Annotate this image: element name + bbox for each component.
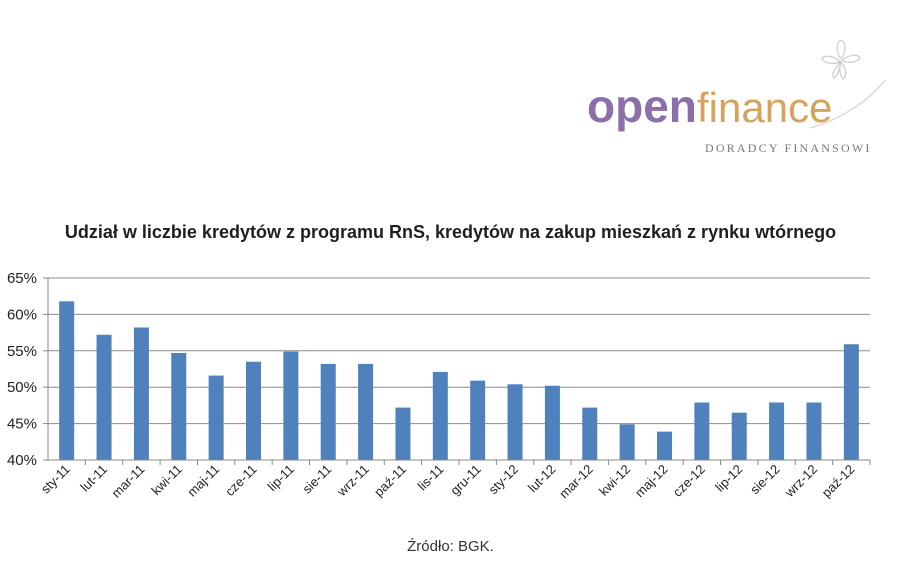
bar (769, 402, 785, 460)
source-note: Źródło: BGK. (407, 538, 494, 555)
chart-title: Udział w liczbie kredytów z programu RnS… (64, 222, 837, 242)
bar (619, 424, 635, 460)
x-tick-label: mar-12 (556, 462, 596, 502)
x-tick-label: gru-11 (447, 462, 484, 499)
bar (507, 384, 523, 460)
x-tick-label: wrz-12 (781, 462, 820, 501)
logo-tagline: DORADCY FINANSOWI (705, 141, 872, 155)
bar (320, 363, 336, 460)
x-tick-label: kwi-12 (596, 462, 633, 499)
x-tick-label: sie-12 (747, 462, 783, 498)
x-tick-label: maj-12 (632, 462, 671, 501)
bar (59, 301, 75, 460)
bar (171, 352, 187, 460)
x-tick-label: lut-11 (77, 462, 110, 495)
y-tick-label: 45% (7, 416, 37, 433)
x-tick-label: sty-12 (486, 462, 522, 498)
logo-brand-finance: finance (697, 84, 832, 131)
x-tick-label: cze-12 (670, 462, 708, 500)
x-tick-label: lut-12 (525, 462, 559, 496)
x-tick-label: paź-12 (819, 462, 858, 501)
x-tick-label: sie-11 (299, 462, 334, 497)
bar (582, 407, 598, 460)
x-tick-label: mar-11 (108, 462, 147, 501)
x-tick-label: lip-12 (712, 462, 745, 495)
y-tick-label: 50% (7, 379, 37, 396)
bar (395, 407, 411, 460)
bar (246, 361, 261, 460)
open-finance-logo: open finance DORADCY FINANSOWI (587, 40, 886, 155)
x-tick-label: sty-11 (38, 462, 73, 497)
x-tick-label: wrz-11 (333, 462, 371, 500)
x-tick-label: maj-11 (184, 462, 222, 500)
bar (432, 371, 448, 460)
y-tick-label: 55% (7, 343, 37, 360)
y-tick-label: 40% (7, 452, 37, 469)
bar (358, 363, 374, 460)
bar (806, 402, 822, 460)
x-tick-label: cze-11 (222, 462, 260, 500)
y-tick-label: 65% (7, 270, 37, 287)
logo-brand-open: open (587, 80, 697, 132)
bar (694, 402, 710, 460)
bar (208, 375, 224, 460)
bar (96, 334, 112, 460)
y-tick-label: 60% (7, 306, 37, 323)
x-tick-label: lip-11 (265, 462, 297, 494)
bar (657, 431, 672, 460)
x-tick-label: kwi-11 (148, 462, 184, 498)
x-tick-label: paź-11 (371, 462, 409, 500)
bar (843, 344, 859, 460)
bar (133, 327, 149, 460)
bar (544, 385, 560, 460)
bar (731, 412, 747, 460)
bar (283, 351, 299, 460)
bar (470, 380, 486, 460)
flower-icon (809, 40, 886, 129)
x-tick-label: lis-11 (415, 462, 447, 494)
